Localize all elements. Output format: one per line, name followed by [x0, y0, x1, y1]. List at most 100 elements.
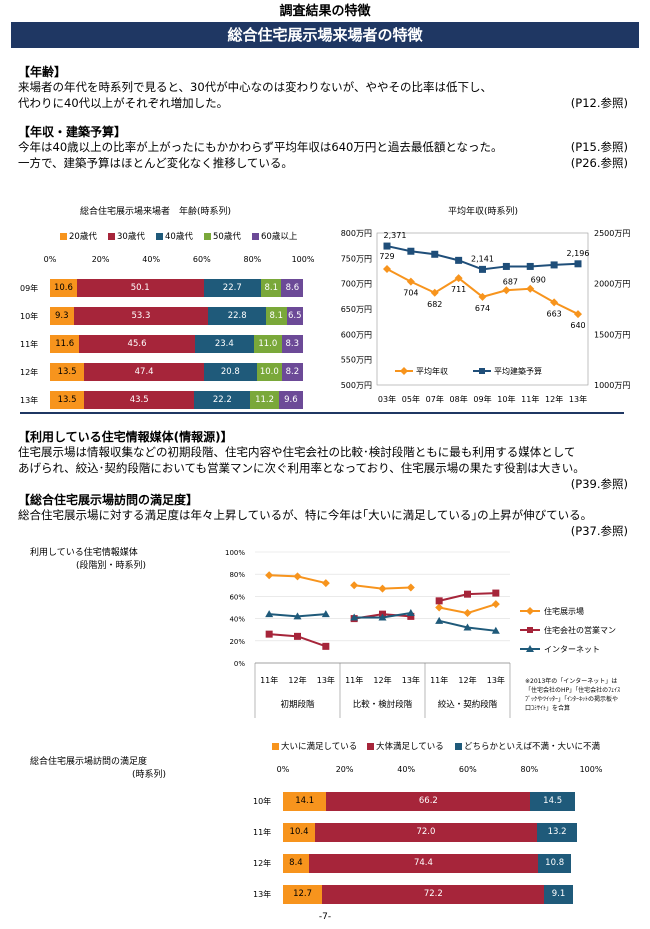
- bar-segment: 8.6: [281, 279, 304, 297]
- satisfaction-ref: (P37.参照): [570, 524, 628, 538]
- x-tick-label: 11年: [521, 394, 539, 404]
- page-number: -7-: [318, 912, 332, 922]
- legend-label: 住宅会社の営業マン: [544, 625, 616, 635]
- bar-segment: 8.2: [282, 363, 303, 381]
- data-point: [350, 613, 359, 621]
- data-point: [550, 298, 559, 307]
- legend-label: 60歳以上: [261, 232, 298, 242]
- age-chart-title: 総合住宅展示場来場者 年齢(時系列): [80, 207, 232, 217]
- data-point: [431, 250, 439, 258]
- data-point: [378, 613, 387, 621]
- data-label: 687: [503, 277, 518, 286]
- left-axis-tick: 500万円: [341, 381, 372, 390]
- data-point: [294, 632, 301, 640]
- tick-label: 20%: [335, 765, 354, 774]
- left-axis-tick: 800万円: [341, 229, 372, 238]
- legend-swatch: [367, 743, 374, 750]
- x-tick-label: 10年: [497, 394, 515, 404]
- bar-segment: 14.5: [530, 792, 575, 811]
- bar-segment: 10.8: [538, 854, 572, 873]
- data-point: [265, 630, 273, 638]
- bar-segment: 11.2: [250, 391, 279, 409]
- data-point: [526, 262, 534, 270]
- age-heading: 【年齢】: [18, 65, 67, 79]
- data-point: [383, 264, 391, 273]
- legend-item: 60歳以上: [252, 230, 297, 242]
- legend-label: 50歳代: [213, 232, 241, 242]
- data-point: [464, 590, 471, 598]
- legend-item: 40歳代: [156, 230, 193, 242]
- income-heading: 【年収・建築予算】: [18, 125, 127, 139]
- data-point: [435, 603, 444, 612]
- data-point: [430, 288, 439, 297]
- tick-label: 100%: [291, 255, 315, 264]
- income-ref1: (P15.参照): [570, 140, 628, 154]
- bar-segment: 6.5: [286, 307, 303, 325]
- y-tick-label: 0%: [234, 660, 245, 668]
- data-point: [492, 589, 500, 597]
- data-point: [383, 242, 391, 250]
- media-text-line2: あげられ、絞込･契約段階においても営業マンに次ぐ利用率となっており、住宅展示場の…: [18, 461, 585, 475]
- media-ref: (P39.参照): [570, 477, 628, 491]
- category-label: 12年: [20, 368, 39, 377]
- data-label: 2,141: [471, 254, 494, 263]
- bar-segment: 8.4: [283, 854, 309, 873]
- x-tick-label: 11年: [345, 675, 363, 685]
- bar-segment: 72.0: [315, 823, 537, 842]
- data-label: 2,196: [567, 249, 590, 258]
- bar-segment: 47.4: [84, 363, 205, 381]
- right-axis-tick: 2000万円: [594, 280, 630, 289]
- data-label: 711: [451, 285, 466, 294]
- group-label: 初期段階: [280, 699, 315, 710]
- left-axis-tick: 550万円: [341, 356, 372, 365]
- data-point: [574, 260, 582, 268]
- data-point: [406, 583, 415, 592]
- bar-segment: 8.1: [266, 307, 287, 325]
- legend-label: インターネット: [544, 645, 600, 654]
- legend-label: 大体満足している: [376, 742, 444, 752]
- data-point: [407, 612, 415, 620]
- legend-swatch: [156, 233, 163, 240]
- media-heading: 【利用している住宅情報媒体(情報源)】: [18, 430, 233, 444]
- satisfaction-chart-subtitle: (時系列): [132, 770, 167, 780]
- tick-label: 80%: [520, 765, 539, 774]
- legend-marker: [400, 367, 408, 375]
- data-point: [574, 310, 582, 319]
- category-label: 13年: [20, 396, 39, 405]
- bar-segment: 23.4: [194, 335, 254, 353]
- legend-swatch: [252, 233, 259, 240]
- x-tick-label: 08年: [450, 394, 468, 404]
- data-point: [435, 597, 443, 605]
- x-tick-label: 13年: [402, 675, 420, 685]
- right-axis-tick: 1000万円: [594, 381, 630, 390]
- data-point: [502, 286, 511, 295]
- page-title: 調査結果の特徴: [279, 4, 371, 19]
- y-tick-label: 100%: [225, 549, 245, 557]
- data-point: [435, 616, 444, 624]
- right-axis-tick: 1500万円: [594, 330, 630, 339]
- legend-marker: [479, 368, 485, 374]
- category-label: 09年: [20, 284, 39, 293]
- data-label: 640: [570, 321, 585, 330]
- data-point: [478, 292, 487, 301]
- legend-item: 大いに満足している: [272, 740, 357, 752]
- chart-note: 「住宅会社のHP」「住宅会社のﾌｪｲｽ: [525, 686, 620, 694]
- data-label: 682: [427, 300, 442, 309]
- group-label: 絞込・契約段階: [438, 699, 498, 710]
- data-point: [526, 284, 535, 293]
- data-point: [502, 262, 510, 270]
- chart-note: 口ｺﾐｻｲﾄ」を合算: [525, 704, 570, 712]
- data-label: 674: [475, 304, 490, 313]
- bar-segment: 9.6: [278, 391, 303, 409]
- legend-label: 平均建築予算: [494, 366, 542, 376]
- legend-marker: [526, 645, 534, 652]
- bar-segment: 66.2: [326, 792, 531, 811]
- bar-segment: 50.1: [76, 279, 204, 297]
- right-axis-tick: 2500万円: [594, 229, 630, 238]
- income-chart-title: 平均年収(時系列): [448, 207, 519, 217]
- x-tick-label: 12年: [458, 675, 476, 685]
- bar-segment: 10.6: [50, 279, 77, 297]
- left-axis-tick: 650万円: [341, 305, 372, 314]
